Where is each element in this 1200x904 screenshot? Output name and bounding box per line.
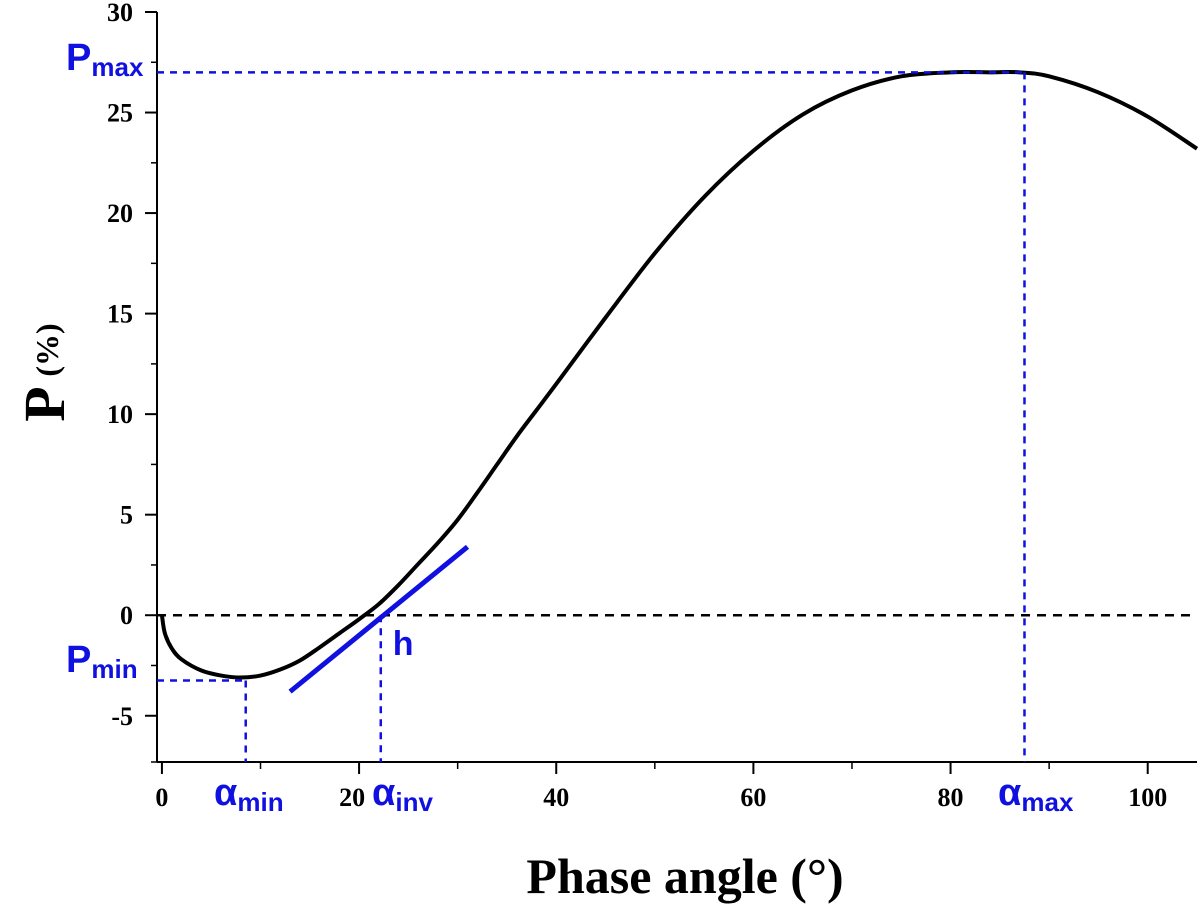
alpha-inv-label: αinv [372, 772, 433, 817]
y-axis-title: P (%) [12, 323, 77, 421]
x-axis-title: Phase angle (°) [526, 848, 843, 904]
annotations: Pmax Pmin αmin αinv αmax h [66, 37, 1074, 817]
y-tick-label: 20 [107, 199, 133, 228]
x-tick-label: 100 [1128, 783, 1167, 812]
y-tick-label: -5 [111, 702, 133, 731]
x-tick-label: 20 [339, 783, 365, 812]
y-tick-label: 10 [107, 400, 133, 429]
alpha-max-label: αmax [998, 772, 1074, 817]
p-max-label: Pmax [66, 37, 144, 82]
x-tick-label: 80 [938, 783, 964, 812]
y-tick-label: 30 [107, 0, 133, 27]
series-line-phase-curve [159, 70, 1199, 680]
y-tick-label: 15 [107, 300, 133, 329]
y-axis-title-main: P [12, 386, 77, 421]
x-tick-label: 0 [155, 783, 168, 812]
slope-h-label: h [393, 625, 414, 663]
y-tick-label: 5 [120, 501, 133, 530]
y-axis-title-unit: (%) [29, 323, 65, 376]
plot-area [157, 70, 1199, 680]
x-tick-label: 60 [740, 783, 766, 812]
slope-h-line [288, 544, 470, 694]
axes: -5 0 5 10 15 20 25 30 0 20 40 60 80 100 [107, 0, 1197, 812]
y-tick-label: 0 [120, 601, 133, 630]
x-tick-label: 40 [543, 783, 569, 812]
y-tick-label: 25 [107, 99, 133, 128]
alpha-min-label: αmin [214, 772, 284, 817]
p-min-label: Pmin [66, 639, 138, 684]
